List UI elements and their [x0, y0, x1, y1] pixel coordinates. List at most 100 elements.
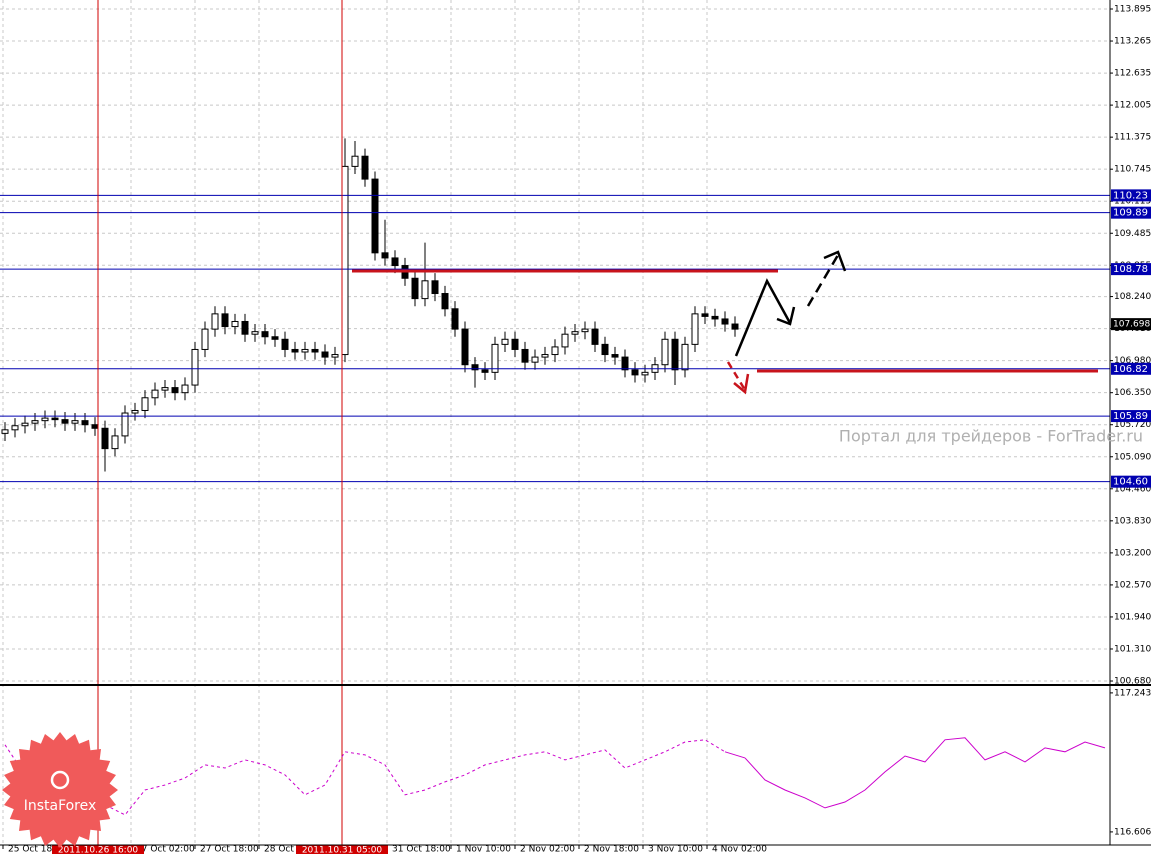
candle-body: [181, 384, 189, 394]
candle-body: [281, 338, 289, 350]
time-marker-label: 2011.10.26 16:00: [58, 846, 139, 854]
x-tick-label: 1 Nov 10:00: [456, 845, 511, 854]
candle-body: [371, 178, 379, 254]
candle-body: [511, 338, 519, 350]
candle-body: [321, 351, 329, 358]
candle-body: [641, 371, 649, 376]
candle-body: [121, 412, 129, 437]
current-price-box: [1111, 318, 1151, 331]
candle-body: [21, 422, 29, 427]
candle-body: [541, 354, 549, 358]
level-label-box: [1111, 263, 1151, 276]
y-tick-label: 116.606: [1114, 827, 1151, 837]
candle-body: [11, 425, 19, 431]
candle-body: [671, 338, 679, 371]
y-tick-label: 101.310: [1114, 644, 1151, 654]
candle-body: [221, 313, 229, 328]
candle-body: [1, 429, 9, 434]
candle-body: [531, 356, 539, 363]
candle-body: [471, 364, 479, 371]
logo-text: InstaForex: [24, 798, 97, 814]
candle-body: [201, 328, 209, 350]
candle-body: [251, 331, 259, 335]
candle-body: [261, 331, 269, 338]
candle-body: [501, 338, 509, 345]
candle-body: [701, 313, 709, 317]
candle-body: [41, 417, 49, 422]
level-label-box: [1111, 410, 1151, 423]
candle-body: [211, 313, 219, 330]
candle-body: [491, 343, 499, 373]
candle-body: [351, 155, 359, 167]
level-label: 108.78: [1113, 264, 1148, 275]
candle-body: [101, 427, 109, 450]
y-tick-label: 104.460: [1114, 484, 1151, 494]
candle-body: [521, 348, 529, 363]
y-tick-label: 105.720: [1114, 420, 1151, 430]
candle-body: [171, 387, 179, 394]
forecast-arrow: [734, 278, 792, 357]
watermark: Портал для трейдеров - ForTrader.ru: [839, 427, 1143, 446]
candle-body: [361, 155, 369, 180]
time-marker-box: [296, 845, 388, 854]
candle-body: [151, 389, 159, 399]
candle-body: [441, 293, 449, 310]
candle-body: [421, 280, 429, 300]
logo-icon: [50, 770, 70, 790]
y-tick-label: 112.005: [1114, 101, 1151, 111]
current-price: 107.698: [1113, 320, 1150, 330]
level-label-box: [1111, 189, 1151, 202]
y-tick-label: 117.243: [1114, 688, 1151, 698]
y-tick-label: 101.940: [1114, 612, 1151, 622]
x-tick-label: 25 Oct 18:00: [8, 845, 67, 854]
candle-body: [661, 338, 669, 366]
candle-body: [411, 277, 419, 300]
logo: InstaForex: [2, 732, 118, 848]
candle-body: [551, 346, 559, 356]
y-tick-label: 110.115: [1114, 197, 1151, 207]
level-label: 106.82: [1113, 364, 1148, 375]
candle-body: [451, 308, 459, 330]
y-tick-label: 103.830: [1114, 516, 1151, 526]
y-tick-label: 106.980: [1114, 356, 1151, 366]
y-tick-label: 112.635: [1114, 69, 1151, 79]
y-tick-label: 109.485: [1114, 229, 1151, 239]
x-tick-label: 31 Oct 18:00: [392, 845, 451, 854]
level-label: 109.89: [1113, 208, 1148, 219]
hand-drawn-annotations: [352, 250, 1098, 395]
candle-body: [341, 165, 349, 356]
alt-arrow-dashed: [726, 361, 747, 391]
y-tick-label: 108.240: [1114, 292, 1151, 302]
y-tick-label: 100.680: [1114, 677, 1151, 687]
level-label-box: [1111, 362, 1151, 375]
x-tick-label: 2 Nov 18:00: [584, 845, 639, 854]
candle-body: [61, 419, 69, 424]
logo-badge: [2, 732, 118, 848]
arrow-head: [823, 250, 847, 272]
indicator-line: [744, 737, 1106, 809]
arrow-head: [776, 306, 796, 326]
y-tick-label: 106.350: [1114, 388, 1151, 398]
x-tick-label: 3 Nov 10:00: [648, 845, 703, 854]
arrow-head: [733, 373, 750, 395]
candle-body: [581, 328, 589, 333]
candle-body: [31, 420, 39, 424]
candle-body: [461, 328, 469, 366]
candle-body: [271, 336, 279, 340]
candle-body: [81, 420, 89, 426]
candle-body: [131, 409, 139, 414]
candle-body: [91, 424, 99, 429]
candle-body: [111, 435, 119, 450]
candle-body: [191, 348, 199, 386]
y-tick-label: 113.895: [1114, 5, 1151, 15]
candle-body: [231, 320, 239, 328]
candle-body: [161, 387, 169, 391]
level-label: 104.60: [1113, 477, 1148, 488]
candle-body: [141, 397, 149, 411]
y-tick-label: 113.265: [1114, 37, 1151, 47]
candle-body: [311, 348, 319, 353]
y-tick-label: 111.375: [1114, 133, 1151, 143]
candle-body: [631, 369, 639, 376]
level-label: 105.89: [1113, 411, 1148, 422]
